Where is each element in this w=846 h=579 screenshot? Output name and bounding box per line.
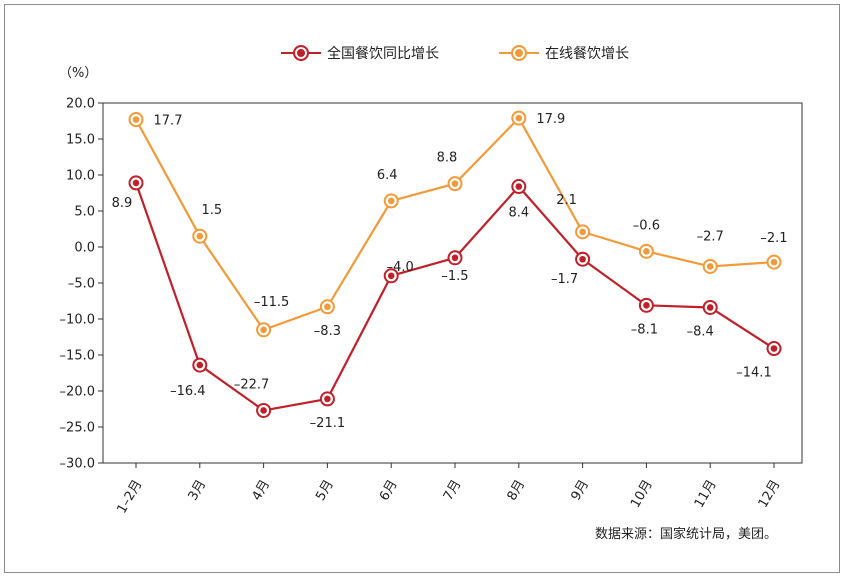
- data-point-core: [324, 395, 331, 403]
- y-tick-label: –25.0: [60, 421, 95, 436]
- legend-item-online: 在线餐饮增长: [499, 43, 629, 63]
- y-tick-label: –5.0: [68, 277, 95, 292]
- data-label: –0.6: [633, 218, 660, 233]
- data-point-core: [387, 197, 395, 205]
- data-point-core: [706, 263, 714, 270]
- legend-label-online: 在线餐饮增长: [545, 46, 629, 62]
- y-tick-label: –15.0: [60, 349, 95, 364]
- data-point-core: [132, 179, 140, 187]
- y-tick-label: 5.0: [74, 205, 95, 220]
- y-tick-label: 10.0: [66, 169, 95, 184]
- legend-swatch-online: [499, 45, 539, 61]
- legend-item-national: 全国餐饮同比增长: [281, 43, 439, 63]
- legend-label-national: 全国餐饮同比增长: [327, 46, 439, 62]
- data-label: –16.4: [170, 384, 205, 399]
- line-chart: –30.0 –25.0 –20.0 –15.0 –10.0 –5.0 0.0 5.0 10.0 1…: [59, 66, 803, 517]
- x-tick-label: 5月: [313, 478, 337, 504]
- x-tick-label: 9月: [568, 478, 592, 504]
- data-point-core: [260, 407, 267, 414]
- data-label: 1.5: [201, 203, 222, 218]
- data-label: –2.7: [697, 229, 724, 244]
- x-tick-label: 7月: [441, 478, 465, 504]
- data-label: 6.4: [377, 168, 398, 183]
- data-point-core: [132, 116, 140, 123]
- data-point-core: [260, 326, 267, 334]
- y-tick-label: –10.0: [60, 313, 95, 328]
- data-point-core: [643, 248, 650, 255]
- data-label: –8.1: [631, 322, 658, 337]
- y-tick-label: 15.0: [66, 133, 95, 148]
- x-tick-label: 12月: [756, 478, 784, 511]
- data-point-core: [451, 254, 459, 262]
- data-label: –1.7: [551, 272, 578, 287]
- data-label: 17.9: [536, 112, 565, 127]
- data-label: –14.1: [736, 366, 771, 381]
- data-point-core: [451, 180, 459, 187]
- x-tick-label: 4月: [249, 478, 273, 504]
- x-tick-label: 10月: [628, 478, 656, 511]
- data-point-core: [515, 114, 523, 122]
- series-line-1: [134, 182, 775, 412]
- x-tick-label: 1–2月: [114, 478, 145, 517]
- data-point-core: [579, 228, 586, 236]
- x-tick-label: 3月: [186, 478, 210, 504]
- data-point-core: [706, 304, 714, 311]
- data-label: 17.7: [154, 114, 183, 129]
- data-point-core: [196, 232, 204, 240]
- data-point-core: [515, 183, 523, 190]
- y-tick-label: –30.0: [60, 457, 95, 472]
- data-point-core: [196, 361, 204, 369]
- data-point-core: [387, 272, 395, 280]
- data-label: –2.1: [760, 231, 787, 246]
- data-label: 2.1: [556, 193, 577, 208]
- data-label: –8.3: [314, 324, 341, 339]
- data-point-core: [770, 258, 778, 266]
- data-label: –22.7: [234, 377, 269, 392]
- data-label: –21.1: [310, 416, 345, 431]
- data-point-core: [324, 303, 331, 311]
- data-label: 8.9: [112, 196, 133, 211]
- chart-frame: –30.0 –25.0 –20.0 –15.0 –10.0 –5.0 0.0 5.0 10.0 1…: [4, 4, 840, 573]
- y-tick-label: 20.0: [66, 97, 95, 112]
- data-label: 8.8: [437, 151, 458, 166]
- x-tick-label: 6月: [377, 478, 401, 504]
- data-label: –4.0: [387, 260, 414, 275]
- y-axis-unit: （%）: [59, 66, 97, 81]
- data-point-core: [770, 345, 778, 352]
- data-label: –11.5: [254, 295, 289, 310]
- legend-swatch-national: [281, 45, 321, 61]
- data-label: –1.5: [441, 269, 468, 284]
- y-tick-label: –20.0: [60, 385, 95, 400]
- x-tick-label: 8月: [505, 478, 529, 504]
- data-label: 8.4: [508, 206, 529, 221]
- source-note: 数据来源：国家统计局，美团。: [594, 527, 777, 542]
- data-label: –8.4: [687, 324, 714, 339]
- legend: 全国餐饮同比增长 在线餐饮增长: [281, 43, 629, 63]
- x-tick-label: 11月: [692, 478, 720, 511]
- y-tick-label: 0.0: [74, 241, 95, 256]
- data-point-core: [643, 302, 650, 309]
- data-point-core: [579, 255, 586, 263]
